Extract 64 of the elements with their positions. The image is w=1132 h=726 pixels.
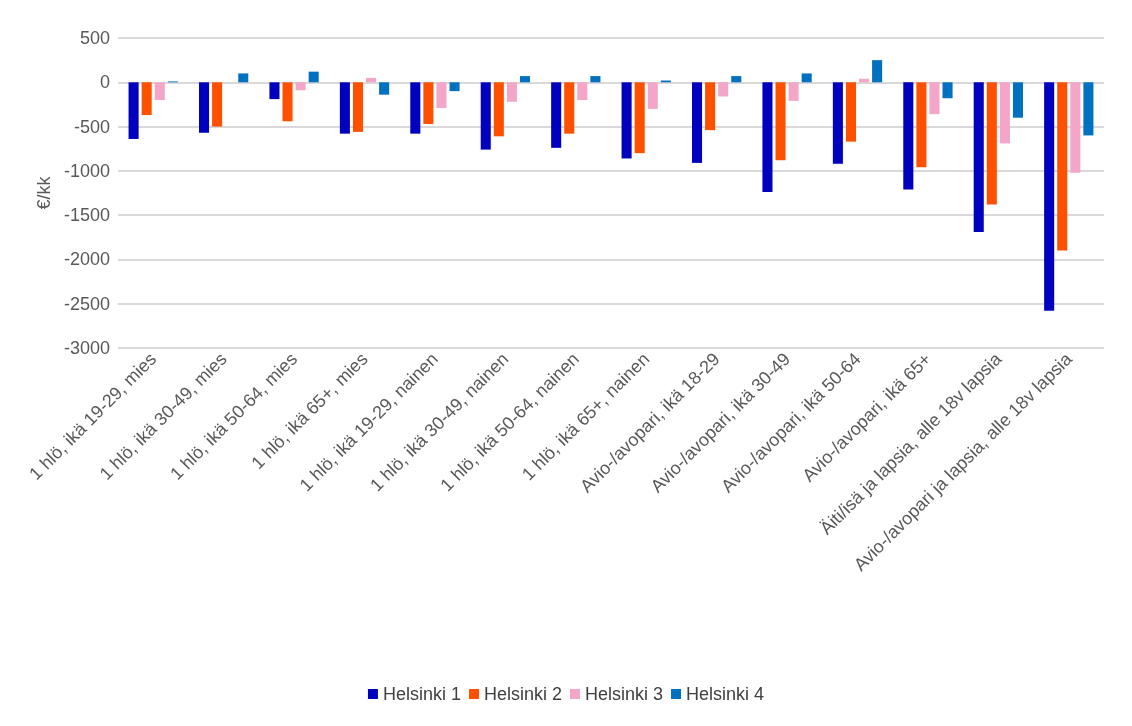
bar: [845, 82, 856, 142]
bar: [423, 82, 434, 124]
bar: [872, 60, 883, 83]
bar: [1057, 82, 1068, 251]
bar: [577, 82, 588, 100]
bar: [986, 82, 997, 205]
bar: [128, 82, 139, 139]
bar: [154, 82, 165, 100]
bar: [519, 76, 531, 83]
y-tick-label: 0: [99, 72, 110, 93]
bar: [551, 82, 562, 148]
bar: [775, 82, 786, 161]
bar: [282, 82, 293, 122]
legend-label: Helsinki 2: [483, 684, 562, 704]
bar: [942, 82, 953, 99]
bar: [801, 73, 812, 83]
bar: [308, 71, 319, 83]
y-tick-label: -500: [73, 116, 110, 137]
legend-label: Helsinki 1: [382, 684, 461, 704]
bar: [436, 82, 447, 108]
bar: [705, 82, 716, 131]
bar: [564, 82, 575, 134]
bar: [212, 82, 223, 127]
bar: [973, 82, 984, 232]
bar: [731, 76, 742, 83]
bar: [238, 73, 249, 83]
y-axis-title: €/kk: [34, 175, 54, 210]
bar: [647, 82, 658, 109]
bar: [449, 82, 460, 92]
bar: [999, 82, 1010, 144]
bar: [352, 82, 363, 132]
bar: [929, 82, 940, 115]
y-tick-label: -2500: [63, 293, 110, 314]
bar: [832, 82, 843, 164]
bar: [590, 76, 601, 83]
bar: [916, 82, 927, 168]
y-tick-label: -2000: [63, 249, 110, 270]
y-tick-label: -3000: [63, 338, 110, 358]
bar: [339, 82, 350, 134]
bar: [1012, 82, 1024, 118]
legend-label: Helsinki 3: [585, 684, 664, 704]
bar: [1083, 82, 1094, 136]
bar: [493, 82, 504, 137]
y-tick-label: -1500: [63, 205, 110, 226]
bar: [198, 82, 210, 133]
bar: [691, 82, 703, 163]
bar: [762, 82, 773, 193]
bar: [1070, 82, 1081, 173]
bar: [718, 82, 729, 97]
bar: [410, 82, 421, 134]
bar: [903, 82, 914, 190]
bar: [634, 82, 645, 154]
legend-label: Helsinki 4: [686, 684, 765, 704]
bar: [788, 82, 799, 101]
bar: [295, 82, 306, 91]
bar: [269, 82, 280, 100]
bar: [621, 82, 632, 159]
bar: [506, 82, 517, 102]
bar: [480, 82, 491, 150]
y-tick-label: -1000: [63, 160, 110, 181]
bar: [141, 82, 152, 116]
bar: [1044, 82, 1055, 311]
bar: [379, 82, 390, 95]
y-tick-label: 500: [79, 28, 110, 48]
